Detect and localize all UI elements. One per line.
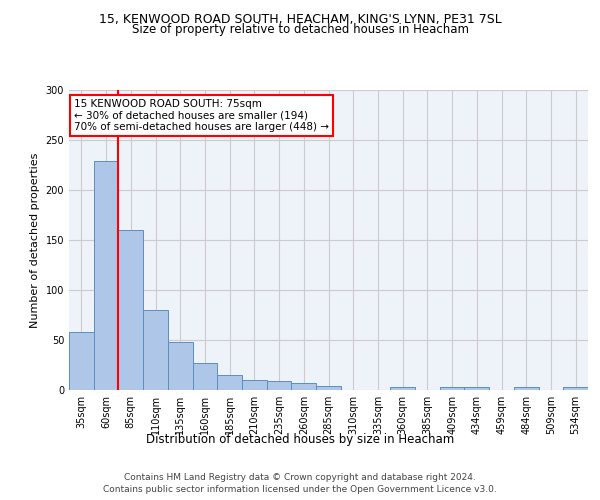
Bar <box>118 230 143 390</box>
Bar <box>94 161 118 390</box>
Bar <box>390 387 415 390</box>
Bar <box>292 383 316 390</box>
Bar <box>440 387 464 390</box>
Text: 15 KENWOOD ROAD SOUTH: 75sqm
← 30% of detached houses are smaller (194)
70% of s: 15 KENWOOD ROAD SOUTH: 75sqm ← 30% of de… <box>74 99 329 132</box>
Text: Contains public sector information licensed under the Open Government Licence v3: Contains public sector information licen… <box>103 485 497 494</box>
Bar <box>217 375 242 390</box>
Y-axis label: Number of detached properties: Number of detached properties <box>30 152 40 328</box>
Bar <box>316 386 341 390</box>
Bar <box>69 332 94 390</box>
Bar <box>168 342 193 390</box>
Bar <box>143 310 168 390</box>
Bar <box>242 380 267 390</box>
Bar <box>193 363 217 390</box>
Bar <box>514 387 539 390</box>
Text: Size of property relative to detached houses in Heacham: Size of property relative to detached ho… <box>131 22 469 36</box>
Bar <box>267 381 292 390</box>
Text: 15, KENWOOD ROAD SOUTH, HEACHAM, KING'S LYNN, PE31 7SL: 15, KENWOOD ROAD SOUTH, HEACHAM, KING'S … <box>98 12 502 26</box>
Text: Distribution of detached houses by size in Heacham: Distribution of detached houses by size … <box>146 432 454 446</box>
Bar <box>563 387 588 390</box>
Text: Contains HM Land Registry data © Crown copyright and database right 2024.: Contains HM Land Registry data © Crown c… <box>124 472 476 482</box>
Bar <box>464 387 489 390</box>
